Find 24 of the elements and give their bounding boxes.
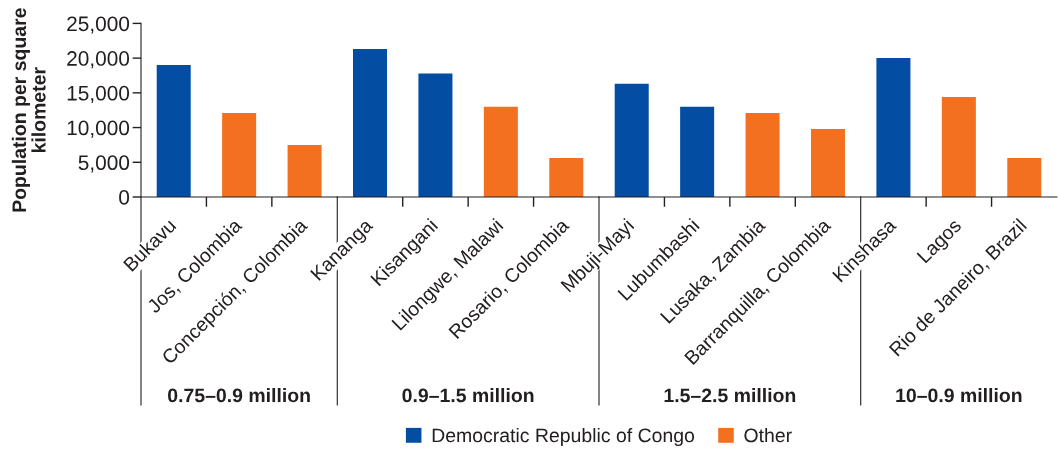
x-axis-title: 10–0.9 million [896, 388, 1022, 403]
bar [418, 73, 453, 197]
bar [287, 144, 322, 197]
y-tick-label: 15,000 [67, 85, 130, 104]
y-tick-label: 10,000 [67, 120, 130, 138]
y-tick-label: 0 [119, 190, 130, 205]
legend-label: Democratic Republic of Congo [432, 427, 695, 447]
y-axis-title: Population per square kilometer [11, 8, 46, 212]
bar [810, 128, 846, 197]
bar [156, 65, 191, 197]
bar [680, 106, 715, 197]
legend-label: Other [744, 427, 792, 443]
bar [483, 106, 518, 197]
bar [745, 112, 780, 197]
y-tick-label: 20,000 [67, 51, 130, 69]
y-tick-label: 5,000 [78, 155, 130, 173]
x-axis-title: 0.75–0.9 million [168, 388, 310, 403]
x-axis-title: 1.5–2.5 million [664, 388, 796, 403]
y-tick-label: 25,000 [67, 16, 130, 34]
bar [614, 83, 649, 197]
x-axis-title: 0.9–1.5 million [402, 388, 534, 403]
bar [222, 112, 257, 197]
bar [352, 49, 388, 197]
bar [549, 158, 584, 197]
